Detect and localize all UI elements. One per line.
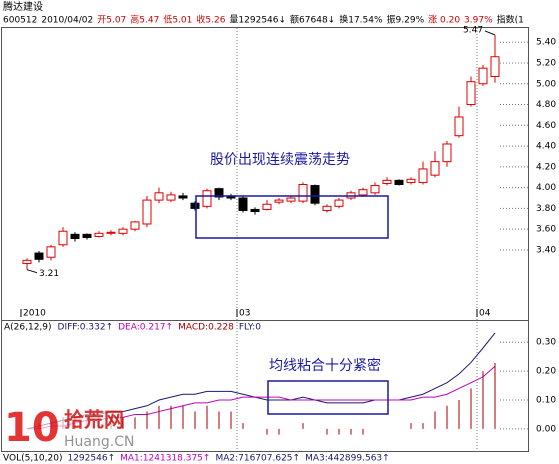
candle-body — [178, 195, 188, 199]
annotation: 均线粘合十分紧密 — [269, 357, 381, 374]
candle-body — [298, 184, 308, 202]
candle-body — [58, 230, 68, 246]
candle-body — [250, 208, 260, 213]
volume-item: MA2:716707.625↑ — [215, 454, 300, 464]
low-label: 3.21 — [39, 269, 59, 279]
legend-entry: MACD:0.228 — [178, 323, 234, 333]
y-tick-label: 4.20 — [536, 162, 556, 172]
low-pointer — [26, 269, 38, 274]
quote-item: 收5.26 — [196, 14, 225, 26]
candle-body — [190, 202, 200, 209]
candle-body — [454, 116, 464, 137]
candle-body — [466, 81, 476, 106]
quote-item: 600512 — [3, 16, 37, 26]
legend-entry: DIFF:0.332↑ — [58, 323, 114, 333]
candle-body — [70, 233, 80, 240]
quote-line: 600512 2010/04/02 开5.07 高5.47 低5.01 收5.26 量129… — [3, 14, 524, 26]
volume-item: MA1:1241318.375↑ — [120, 454, 210, 464]
watermark-number: 10 — [4, 405, 60, 451]
y-tick-label: 0.00 — [536, 424, 556, 434]
y-tick-label: 3.60 — [536, 225, 556, 235]
candle-body — [94, 232, 104, 237]
highlight-box — [195, 195, 389, 239]
candle-body — [430, 161, 440, 176]
candle-body — [118, 228, 128, 234]
candle-body — [322, 205, 332, 211]
y-tick-label: 4.60 — [536, 121, 556, 131]
y-tick-label: 0.20 — [536, 367, 556, 377]
quote-item: 量1292546↓ — [229, 15, 286, 26]
candle-body — [46, 246, 56, 258]
volume-item: MA3:442899.563↑ — [305, 454, 390, 464]
y-tick-label: 0.30 — [536, 338, 556, 348]
macd-chart: 0.30 0.20 0.10 0.00 A(26,12,9) DIFF:0.332↑ DEA… — [4, 323, 556, 435]
legend-extra: FLY:0 — [239, 323, 261, 333]
quote-item: 振9.29% — [387, 14, 425, 26]
highlight-box — [267, 380, 389, 415]
high-pointer — [484, 30, 496, 36]
candle-body — [442, 143, 452, 163]
candle-body — [286, 197, 296, 202]
candle-body — [130, 221, 140, 230]
y-tick-label: 4.80 — [536, 100, 556, 110]
quote-item: 低5.01 — [163, 14, 192, 26]
watermark: 10 拾荒网 Huang.CN — [2, 405, 134, 451]
candle-body — [106, 231, 116, 234]
volume-item: VOL(5,10,20) — [3, 454, 62, 464]
candle-body — [34, 252, 44, 260]
candle-body — [154, 192, 164, 201]
y-tick-label: 3.80 — [536, 204, 556, 214]
candle-body — [382, 179, 392, 184]
candle-body — [166, 194, 176, 201]
annotation: 股价出现连续震荡走势 — [210, 151, 350, 168]
candle-body — [238, 197, 248, 211]
volume-item: 1292546↑ — [67, 454, 115, 464]
candle-body — [22, 259, 32, 264]
quote-item: 2010/04/02 — [41, 16, 93, 26]
watermark-bg — [2, 405, 120, 451]
candle-body — [478, 67, 488, 85]
watermark-domain: Huang.CN — [64, 434, 134, 450]
price-chart: 5.40 5.20 5.00 4.80 4.60 4.40 4.20 4.00 3.80 3.60… — [20, 25, 556, 452]
candle-body — [202, 190, 212, 207]
candle-body — [274, 199, 284, 203]
x-tick-label: 04 — [479, 309, 491, 319]
legend-entry: DEA:0.217↑ — [118, 323, 173, 333]
candle-body — [406, 178, 416, 183]
candle-body — [310, 185, 320, 204]
high-label: 5.47 — [463, 25, 483, 35]
candle-body — [358, 189, 368, 196]
candle-body — [394, 179, 404, 186]
y-tick-label: 4.00 — [536, 183, 556, 193]
y-tick-label: 4.40 — [536, 142, 556, 152]
y-tick-label: 0.10 — [536, 396, 556, 406]
watermark-site: 拾荒网 — [64, 408, 124, 432]
quote-item: 涨 0.20 — [428, 15, 460, 26]
quote-item: 指数(1 — [497, 14, 524, 26]
candle-body — [142, 199, 152, 225]
y-tick-label: 5.00 — [536, 79, 556, 89]
y-tick-label: 5.20 — [536, 58, 556, 68]
y-tick-label: 5.40 — [536, 38, 556, 48]
y-tick-label: 3.40 — [536, 245, 556, 255]
stock-name: 腾达建设 — [3, 0, 43, 13]
candle-body — [490, 56, 500, 77]
x-tick-label: 2010 — [23, 309, 46, 319]
quote-item: 高5.47 — [130, 14, 159, 26]
candle-body — [214, 188, 224, 198]
candle-body — [370, 185, 380, 194]
quote-item: 额67648↓ — [290, 14, 335, 26]
indicator-title: A(26,12,9) — [4, 323, 52, 333]
candle-body — [262, 203, 272, 210]
x-tick-label: 03 — [239, 309, 250, 319]
quote-item: 换17.54% — [339, 14, 383, 26]
quote-item: 开5.07 — [97, 15, 126, 26]
volume-line: VOL(5,10,20) 1292546↑ MA1:1241318.375↑ MA2:… — [3, 454, 390, 464]
candle-body — [334, 199, 344, 207]
candle-body — [82, 233, 92, 238]
quote-item: 3.97% — [464, 16, 493, 26]
candle-body — [418, 168, 428, 183]
